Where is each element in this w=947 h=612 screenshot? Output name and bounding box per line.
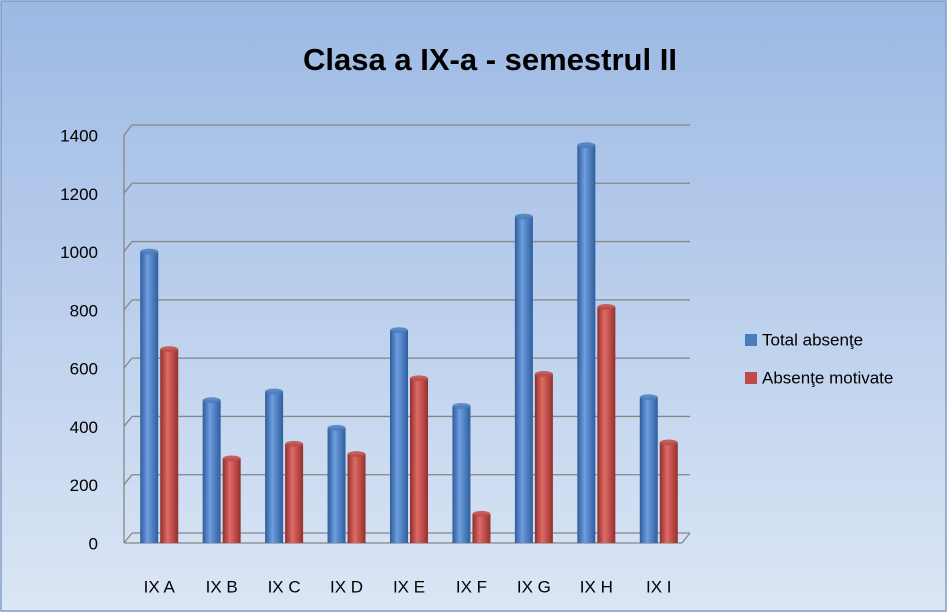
legend-label: Total absenţe [762,330,863,349]
bar-cap [639,394,658,401]
bar [202,400,221,543]
bar-cap [577,142,596,149]
bar-cap [534,370,553,377]
bar [514,216,533,543]
bar [577,145,596,543]
grid-line-side [123,416,133,427]
x-tick-label: IX A [144,577,176,596]
grid-line-side [123,124,133,136]
bar [472,513,491,543]
bar [327,427,346,543]
x-tick-label: IX G [517,577,551,596]
bar-cap [202,397,221,404]
bar-cap [140,248,159,255]
bar [659,442,678,543]
grid-line-side [123,182,133,194]
bar-cap [452,403,471,410]
legend-label: Absenţe motivate [762,368,893,387]
legend-swatch [745,334,757,346]
x-tick-label: IX F [456,577,487,596]
y-tick-label: 800 [70,301,98,320]
bar-cap [327,424,346,431]
y-tick-label: 1000 [60,243,98,262]
y-tick-label: 1200 [60,185,98,204]
bar-cap [659,439,678,446]
legend-swatch [745,372,757,384]
x-tick-label: IX I [646,577,672,596]
y-tick-label: 400 [70,418,98,437]
bar-cap [285,440,304,447]
bar [140,251,159,544]
floor-right [681,532,691,544]
bar-cap [222,455,241,462]
bar [534,373,553,543]
grid-line-side [123,299,133,311]
bar-cap [390,327,408,334]
bar [347,454,366,543]
grid-line-side [123,241,133,252]
bar [160,349,179,543]
bar [265,391,284,543]
x-tick-label: IX E [393,577,425,596]
bar [410,378,428,543]
bar-cap [514,213,533,220]
x-tick-label: IX B [206,577,238,596]
bar-cap [265,388,284,395]
grid-line-side [123,532,133,544]
bar [222,458,241,543]
bar-cap [347,451,366,458]
bar [285,443,304,543]
bar [597,306,616,543]
y-tick-label: 1400 [60,126,98,145]
x-tick-label: IX H [580,577,613,596]
y-tick-label: 200 [70,476,98,495]
bar-cap [472,510,491,517]
bar-cap [597,303,616,310]
y-tick-label: 600 [70,360,98,379]
y-tick-label: 0 [89,534,98,553]
bar-cap [410,375,428,382]
x-tick-label: IX C [268,577,301,596]
grid-line-side [123,474,133,486]
bar-cap [160,346,179,353]
bar [452,406,471,543]
bar [390,330,408,543]
chart-title: Clasa a IX-a - semestrul II [303,42,677,77]
grid-line-side [123,357,133,369]
x-tick-label: IX D [330,577,363,596]
bar [639,397,658,543]
